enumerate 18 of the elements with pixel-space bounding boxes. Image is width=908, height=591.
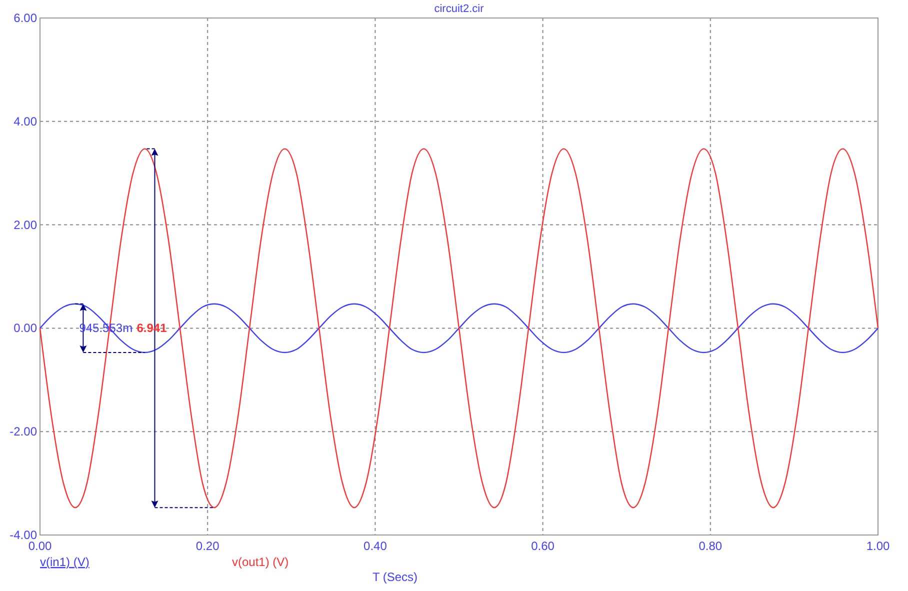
x-tick-label: 0.20 [196,539,220,553]
x-tick-label: 1.00 [866,539,890,553]
x-tick-label: 0.40 [364,539,388,553]
x-axis-title: T (Secs) [372,570,418,584]
y-tick-label: 4.00 [14,114,38,128]
x-tick-label: 0.00 [28,539,52,553]
chart-title: circuit2.cir [434,3,484,15]
text: v(out1) (V) [232,555,289,569]
line-series [39,303,879,354]
y-tick-label: 0.00 [14,321,38,336]
y-tick-label: 6.00 [14,11,38,25]
y-tick-label: -4.00 [10,528,38,542]
line-series [39,148,879,508]
y-tick-label: 2.00 [14,218,38,232]
x-tick-label: 0.80 [698,539,722,553]
x-tick-label: 0.60 [531,539,555,553]
y-tick-label: -2.00 [10,424,38,439]
text: v(in1) (V) [40,555,90,569]
